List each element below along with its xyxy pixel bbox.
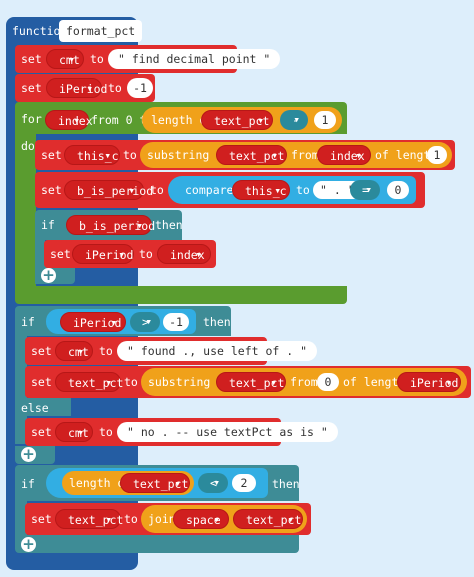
var-dropdown-this-c[interactable]: this_c	[64, 145, 120, 166]
join-keyword: join	[148, 512, 176, 526]
var-dropdown-iperiod[interactable]: iPeriod	[397, 372, 461, 393]
operator-gt-dropdown[interactable]: >	[130, 312, 160, 332]
add-else-plus-icon[interactable]: +	[41, 266, 56, 284]
var-dropdown-iperiod[interactable]: iPeriod	[72, 244, 134, 265]
to-keyword: to	[90, 52, 104, 66]
set-keyword: set	[31, 512, 52, 526]
substring-of-block[interactable]	[140, 142, 452, 168]
to-keyword: to	[150, 183, 164, 197]
substring-of-keyword: substring of	[147, 148, 231, 162]
to-keyword: to	[296, 183, 310, 197]
operator-lt-dropdown[interactable]: <	[198, 473, 228, 493]
var-dropdown-cmt[interactable]: cmt	[46, 49, 84, 70]
number-1[interactable]: 1	[427, 146, 447, 164]
if-keyword: if	[21, 477, 35, 491]
for-keyword: for	[21, 112, 42, 126]
if-b-is-period-rail	[35, 240, 45, 284]
var-dropdown-this-c[interactable]: this_c	[232, 180, 290, 201]
if-keyword: if	[41, 218, 55, 232]
set-keyword: set	[31, 375, 52, 389]
var-dropdown-iperiod[interactable]: iPeriod	[46, 78, 107, 99]
do-keyword: do	[21, 139, 35, 153]
of-length-keyword: of length	[375, 148, 438, 162]
to-keyword: to	[123, 148, 137, 162]
operator-minus-dropdown[interactable]: -	[280, 110, 308, 130]
to-keyword: to	[99, 425, 113, 439]
var-dropdown-b-is-period[interactable]: b_is_period	[64, 180, 153, 201]
var-dropdown-text-pct[interactable]: text_pct	[55, 509, 123, 530]
set-keyword: set	[41, 183, 62, 197]
function-keyword: function	[12, 24, 68, 38]
string-found-period[interactable]: " found ., use left of . "	[117, 341, 318, 361]
if-iperiod-else-bar	[15, 398, 71, 416]
to-keyword: to	[108, 81, 122, 95]
to-keyword: to	[139, 247, 153, 261]
number-2[interactable]: 2	[232, 474, 256, 492]
var-dropdown-index[interactable]: index	[317, 145, 371, 166]
var-dropdown-iperiod[interactable]: iPeriod	[60, 312, 126, 333]
var-dropdown-space[interactable]: space	[173, 509, 229, 530]
to-keyword: to	[99, 344, 113, 358]
if-length-rail	[15, 501, 27, 535]
set-keyword: set	[41, 148, 62, 162]
for-loop-bottom	[15, 286, 347, 304]
var-dropdown-text-pct[interactable]: text_pct	[233, 509, 303, 530]
length-of-keyword: length of	[69, 476, 132, 490]
var-dropdown-text-pct[interactable]: text_pct	[55, 372, 123, 393]
add-else-plus-icon[interactable]: +	[21, 445, 36, 463]
var-dropdown-index[interactable]: index	[45, 110, 93, 131]
from-0-to-keyword: from 0 to	[91, 113, 154, 127]
else-keyword: else	[21, 401, 49, 415]
var-dropdown-text-pct[interactable]: text_pct	[216, 145, 287, 166]
number-0[interactable]: 0	[387, 181, 409, 199]
string-find-decimal-point[interactable]: " find decimal point "	[108, 49, 281, 69]
set-keyword: set	[50, 247, 71, 261]
operator-eq-dropdown[interactable]: =	[350, 180, 380, 200]
to-keyword: to	[124, 375, 138, 389]
add-else-plus-icon[interactable]: +	[21, 535, 36, 553]
number-0[interactable]: 0	[317, 373, 339, 391]
var-dropdown-index[interactable]: index	[157, 244, 211, 265]
from-keyword: from	[290, 375, 318, 389]
compare-keyword: compare	[185, 183, 234, 197]
then-keyword: then	[203, 315, 231, 329]
var-dropdown-text-pct[interactable]: text_pct	[120, 473, 190, 494]
if-length-bottom	[15, 535, 299, 553]
var-dropdown-b-is-period[interactable]: b_is_period	[66, 215, 155, 236]
if-iperiod-rail	[15, 336, 27, 444]
then-keyword: then	[272, 477, 300, 491]
to-keyword: to	[124, 512, 138, 526]
of-length-keyword: of length	[343, 375, 406, 389]
var-dropdown-text-pct[interactable]: text_pct	[201, 110, 273, 131]
function-name-field[interactable]: format_pct	[59, 20, 143, 42]
number-neg1[interactable]: -1	[127, 78, 153, 98]
substring-of-keyword: substring of	[148, 375, 232, 389]
set-keyword: set	[21, 81, 42, 95]
set-keyword: set	[31, 425, 52, 439]
number-neg1[interactable]: -1	[163, 313, 189, 331]
set-keyword: set	[21, 52, 42, 66]
from-keyword: from	[291, 148, 319, 162]
set-keyword: set	[31, 344, 52, 358]
if-keyword: if	[21, 315, 35, 329]
var-dropdown-cmt[interactable]: cmt	[55, 341, 93, 362]
string-period[interactable]: " . "	[313, 181, 362, 199]
number-1[interactable]: 1	[314, 111, 336, 129]
var-dropdown-cmt[interactable]: cmt	[55, 422, 93, 443]
for-loop-left-rail	[15, 134, 36, 286]
string-no-period[interactable]: " no . -- use textPct as is "	[117, 422, 338, 442]
length-of-keyword: length of	[151, 113, 214, 127]
then-keyword: then	[155, 218, 183, 232]
var-dropdown-text-pct[interactable]: text_pct	[216, 372, 286, 393]
